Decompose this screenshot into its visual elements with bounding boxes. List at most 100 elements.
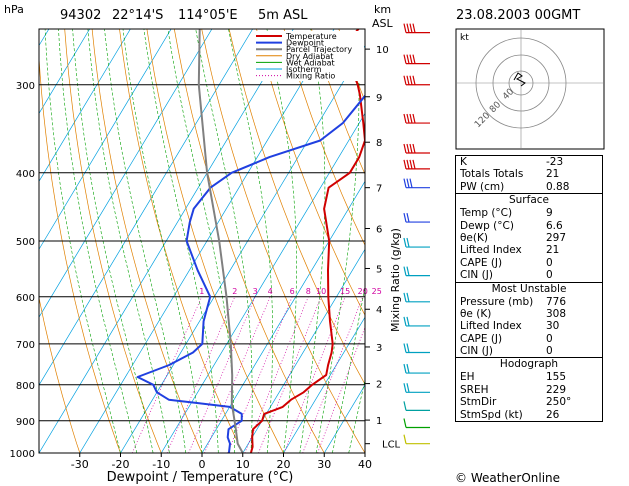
index-row: CAPE (J) 0 [456,333,602,345]
mixing-ratio-label: 1 [199,287,204,296]
mixing-ratio-label: 3 [253,287,258,296]
index-value: 308 [546,307,567,320]
wet-adiabat-line [195,29,253,453]
parcel-trajectory-line [197,29,244,453]
hodograph-trace [513,72,526,87]
index-value: 21 [546,168,560,181]
index-label: Lifted Index [460,320,522,333]
height-tick-label: 8 [376,138,382,149]
wind-barb-flag [412,54,416,64]
wind-barb-flag [403,363,407,374]
dry-adiabat-line [173,29,325,453]
index-label: CIN (J) [460,345,493,358]
index-row: Temp (°C) 9 [456,207,602,219]
isobars [39,84,365,454]
wind-barb-flag [409,54,413,64]
wind-barb-flag [406,292,410,302]
height-tick-label: LCL [382,440,401,451]
index-value: 250° [546,396,572,409]
surface-section: Surface Temp (°C) 9 Dewp (°C) 6.6 θe(K) 297 Li… [456,193,602,281]
wet-adiabat-line [44,29,121,453]
temperature-tick-label: 10 [236,458,250,471]
hodograph-unit: kt [460,33,469,43]
legend-label: Mixing Ratio [286,72,335,81]
temperature-tick-label: 40 [358,458,372,471]
wind-barb-flag [403,54,407,64]
wet-adiabat-line [58,29,138,453]
unstable-title: Most Unstable [491,282,567,295]
x-axis-title: Dewpoint / Temperature (°C) [107,470,294,485]
dry-adiabat-line [146,29,284,453]
wind-barb-flag [412,159,416,170]
wet-adiabat-line [143,29,219,453]
wind-barb-flag [406,23,410,33]
pressure-tick-label: 900 [16,417,35,428]
asl-label: ASL [372,17,394,30]
isotherm-line [0,29,8,453]
index-row: EH 155 [456,371,602,383]
mixing-ratio-label: 2 [232,287,237,296]
index-row: Pressure (mb) 776 [456,296,602,308]
wind-barb-flag [409,159,413,170]
legend-label: Temperature [285,32,337,41]
isotherm-line [39,29,131,183]
index-row: K -23 [456,156,602,168]
pressure-tick-label: 400 [16,169,35,180]
wind-barb-flag [412,23,416,33]
dry-adiabat-line [256,29,365,316]
wind-barb-flag [406,237,410,248]
wind-barb-flag [412,113,416,124]
index-label: Lifted Index [460,244,522,257]
wind-barb-flag [406,159,410,170]
temperature-tick-label: 0 [199,458,206,471]
wind-barb-flag [409,178,413,188]
index-label: CAPE (J) [460,332,503,345]
temperature-tick-label: -10 [152,458,170,471]
wind-barbs [403,23,430,445]
mixing-ratio-label: 20 [358,287,368,296]
wind-barb-flag [406,113,410,124]
wind-barb-flag [406,266,410,276]
wet-adiabat-line [104,29,186,453]
legend-label: Dewpoint [286,39,324,48]
mixing-ratio-line [244,296,309,453]
wind-barb-flag [406,54,410,64]
mixing-ratio-label: 4 [268,287,273,296]
wind-barb-flag [403,143,407,154]
wet-adiabat-line [332,284,365,453]
dry-adiabat-line [283,29,365,247]
mixing-ratio-line [188,296,256,453]
isotherm-line [242,248,365,453]
wind-barb-flag [406,178,410,188]
hodograph-title: Hodograph [499,358,559,371]
wind-barb-flag [406,363,410,374]
index-label: StmSpd (kt) [460,408,523,421]
datetime: 23.08.2003 00GMT [456,8,580,23]
index-row: CIN (J) 0 [456,269,602,281]
pressure-axis: 300 400 500 600 700 800 900 1000 [10,81,35,460]
index-value: 0 [546,332,553,345]
general-indices: K -23 Totals Totals 21 PW (cm) 0.88 [456,156,602,193]
wind-barb-flag [403,23,407,33]
isotherm-line [39,29,90,115]
station-elev: 5m ASL [258,8,308,23]
wind-barb-flag [409,113,413,124]
legend-label: Isotherm [286,65,322,74]
index-row: StmDir 250° [456,396,602,408]
dry-adiabat-line [64,29,162,453]
temperature-tick-label: -20 [112,458,130,471]
wind-barb-flag [403,292,407,302]
index-row: θe(K) 297 [456,232,602,244]
height-tick-label: 4 [376,305,382,316]
unstable-section: Most Unstable Pressure (mb) 776 θe (K) 308 L… [456,281,602,358]
height-tick-label: 2 [376,380,382,391]
index-row: PW (cm) 0.88 [456,181,602,193]
wind-barb-flag [406,75,410,85]
km-label: km [374,3,391,16]
index-row: Dewp (°C) 6.6 [456,220,602,232]
wet-adiabat-line [122,29,203,453]
wind-barb-flag [409,143,413,154]
hodograph: kt 40 80 120 [455,28,605,150]
index-row: θe (K) 308 [456,308,602,320]
